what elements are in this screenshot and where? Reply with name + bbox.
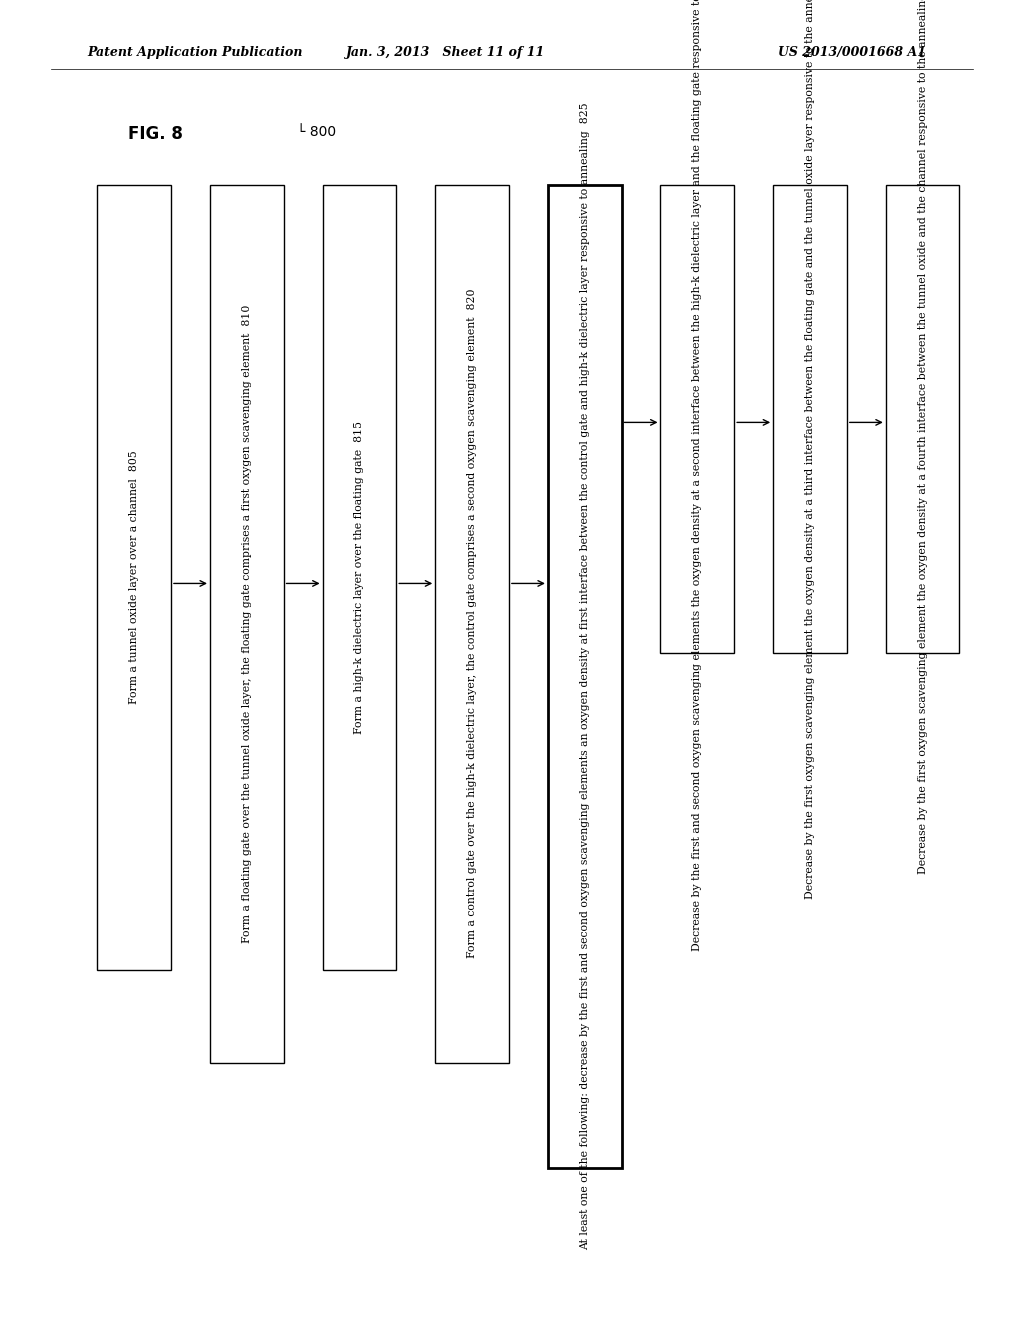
Text: FIG. 8: FIG. 8 <box>128 125 183 144</box>
Bar <box>886 185 959 653</box>
Text: US 2013/0001668 A1: US 2013/0001668 A1 <box>778 46 927 59</box>
Text: Jan. 3, 2013   Sheet 11 of 11: Jan. 3, 2013 Sheet 11 of 11 <box>346 46 545 59</box>
Bar <box>435 185 509 1063</box>
Bar <box>210 185 284 1063</box>
Text: Decrease by the first oxygen scavenging element the oxygen density at a fourth i: Decrease by the first oxygen scavenging … <box>918 0 928 874</box>
Text: Decrease by the first oxygen scavenging element the oxygen density at a third in: Decrease by the first oxygen scavenging … <box>805 0 815 899</box>
Text: Patent Application Publication: Patent Application Publication <box>87 46 302 59</box>
Bar <box>660 185 734 653</box>
Bar <box>548 185 622 1168</box>
Text: └ 800: └ 800 <box>297 125 336 140</box>
Text: At least one of the following: decrease by the first and second oxygen scavengin: At least one of the following: decrease … <box>580 103 590 1250</box>
Text: Form a high-k dielectric layer over the floating gate  815: Form a high-k dielectric layer over the … <box>354 421 365 734</box>
Bar <box>323 185 396 970</box>
Bar <box>773 185 847 653</box>
Text: Form a control gate over the high-k dielectric layer, the control gate comprises: Form a control gate over the high-k diel… <box>467 289 477 958</box>
Text: Decrease by the first and second oxygen scavenging elements the oxygen density a: Decrease by the first and second oxygen … <box>692 0 702 950</box>
Text: Form a floating gate over the tunnel oxide layer, the floating gate comprises a : Form a floating gate over the tunnel oxi… <box>242 305 252 942</box>
Bar <box>97 185 171 970</box>
Text: Form a tunnel oxide layer over a channel  805: Form a tunnel oxide layer over a channel… <box>129 450 139 705</box>
